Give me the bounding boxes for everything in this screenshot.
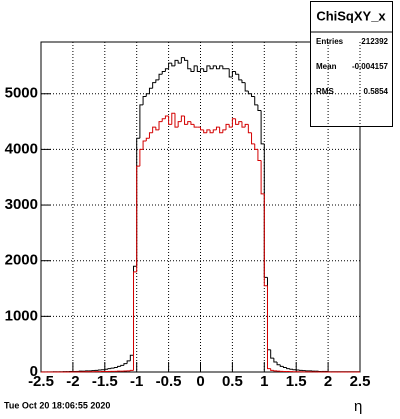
stats-value: 0.5854	[364, 87, 389, 96]
histogram-bin	[223, 66, 226, 69]
histogram-bin	[248, 124, 251, 132]
y-tick-label: 0	[30, 363, 38, 380]
histogram-bin	[271, 369, 274, 371]
stats-value: 212392	[361, 37, 388, 46]
histogram-bin	[140, 149, 143, 166]
x-tick-label: -2	[66, 373, 79, 390]
x-tick-label: 0	[196, 373, 204, 390]
histogram-bin	[255, 144, 258, 150]
histogram-bin	[178, 122, 181, 128]
histogram-bin	[121, 365, 124, 366]
y-tick-label: 3000	[5, 196, 38, 213]
stats-value: -0.004157	[352, 62, 389, 71]
stats-label: Mean	[316, 62, 337, 71]
x-tick-label: 0.5	[222, 373, 243, 390]
y-tick-label: 5000	[5, 85, 38, 102]
x-tick-label: 1	[260, 373, 268, 390]
histogram-bin	[159, 74, 162, 80]
histogram-bin	[153, 83, 156, 89]
stats-label: Entries	[316, 37, 344, 46]
x-tick-label: 2.5	[350, 373, 371, 390]
x-tick-label: -1.5	[92, 373, 118, 390]
histogram-bin	[191, 122, 194, 125]
histogram-bin	[274, 370, 277, 371]
histogram-bin	[149, 88, 152, 94]
histogram-bin	[239, 74, 242, 80]
histogram-bin	[287, 368, 290, 369]
histogram-bin	[156, 80, 159, 83]
histogram-bin	[124, 364, 127, 366]
histogram-bin	[252, 133, 255, 144]
histogram-bin	[242, 80, 245, 83]
histogram-bin	[111, 368, 114, 369]
histogram-bin	[143, 141, 146, 149]
stats-title: ChiSqXY_x	[316, 8, 386, 23]
histogram-bin	[293, 369, 296, 370]
histogram-bin	[255, 97, 258, 105]
histogram-bin	[213, 130, 216, 133]
histogram-bin	[236, 71, 239, 74]
histogram-bin	[271, 350, 274, 358]
histogram-bin	[223, 130, 226, 133]
histogram-bin	[201, 127, 204, 130]
y-tick-label: 2000	[5, 252, 38, 269]
x-tick-label: 1.5	[286, 373, 307, 390]
histogram-bin	[130, 370, 133, 371]
histogram-bin	[274, 358, 277, 362]
histogram-bin	[194, 124, 197, 127]
histogram-bin	[143, 97, 146, 105]
histogram-bin	[118, 366, 121, 367]
x-tick-label: 2	[324, 373, 332, 390]
histogram-bin	[283, 366, 286, 367]
histogram-bin	[280, 365, 283, 367]
stats-label: RMS	[316, 87, 334, 96]
histogram-bin	[248, 91, 251, 94]
histogram-bin	[146, 94, 149, 97]
histogram-bin	[264, 194, 267, 286]
histogram-bin	[108, 369, 111, 370]
x-axis-label: η	[354, 398, 362, 414]
histogram-bin	[137, 166, 140, 272]
histogram-bin	[162, 71, 165, 74]
histogram-bin	[290, 369, 293, 370]
histogram-bin	[277, 362, 280, 365]
histogram-bin	[127, 361, 130, 364]
histogram-bin	[185, 58, 188, 61]
histogram-bin	[188, 60, 191, 68]
histogram-bin	[162, 119, 165, 122]
histogram-bin	[258, 105, 261, 111]
histogram-bin	[165, 69, 168, 72]
x-tick-label: -0.5	[156, 373, 182, 390]
histogram-bin	[114, 368, 117, 369]
histogram-bin	[140, 105, 143, 138]
y-tick-label: 4000	[5, 140, 38, 157]
timestamp: Tue Oct 20 18:06:55 2020	[4, 400, 110, 410]
histogram-bin	[258, 149, 261, 160]
histogram-bin	[149, 133, 152, 139]
histogram-bin	[146, 138, 149, 141]
histogram-bin	[245, 83, 248, 91]
y-tick-label: 1000	[5, 307, 38, 324]
histogram-bin	[105, 369, 108, 370]
histogram-bin	[159, 122, 162, 130]
x-tick-label: -1	[130, 373, 143, 390]
